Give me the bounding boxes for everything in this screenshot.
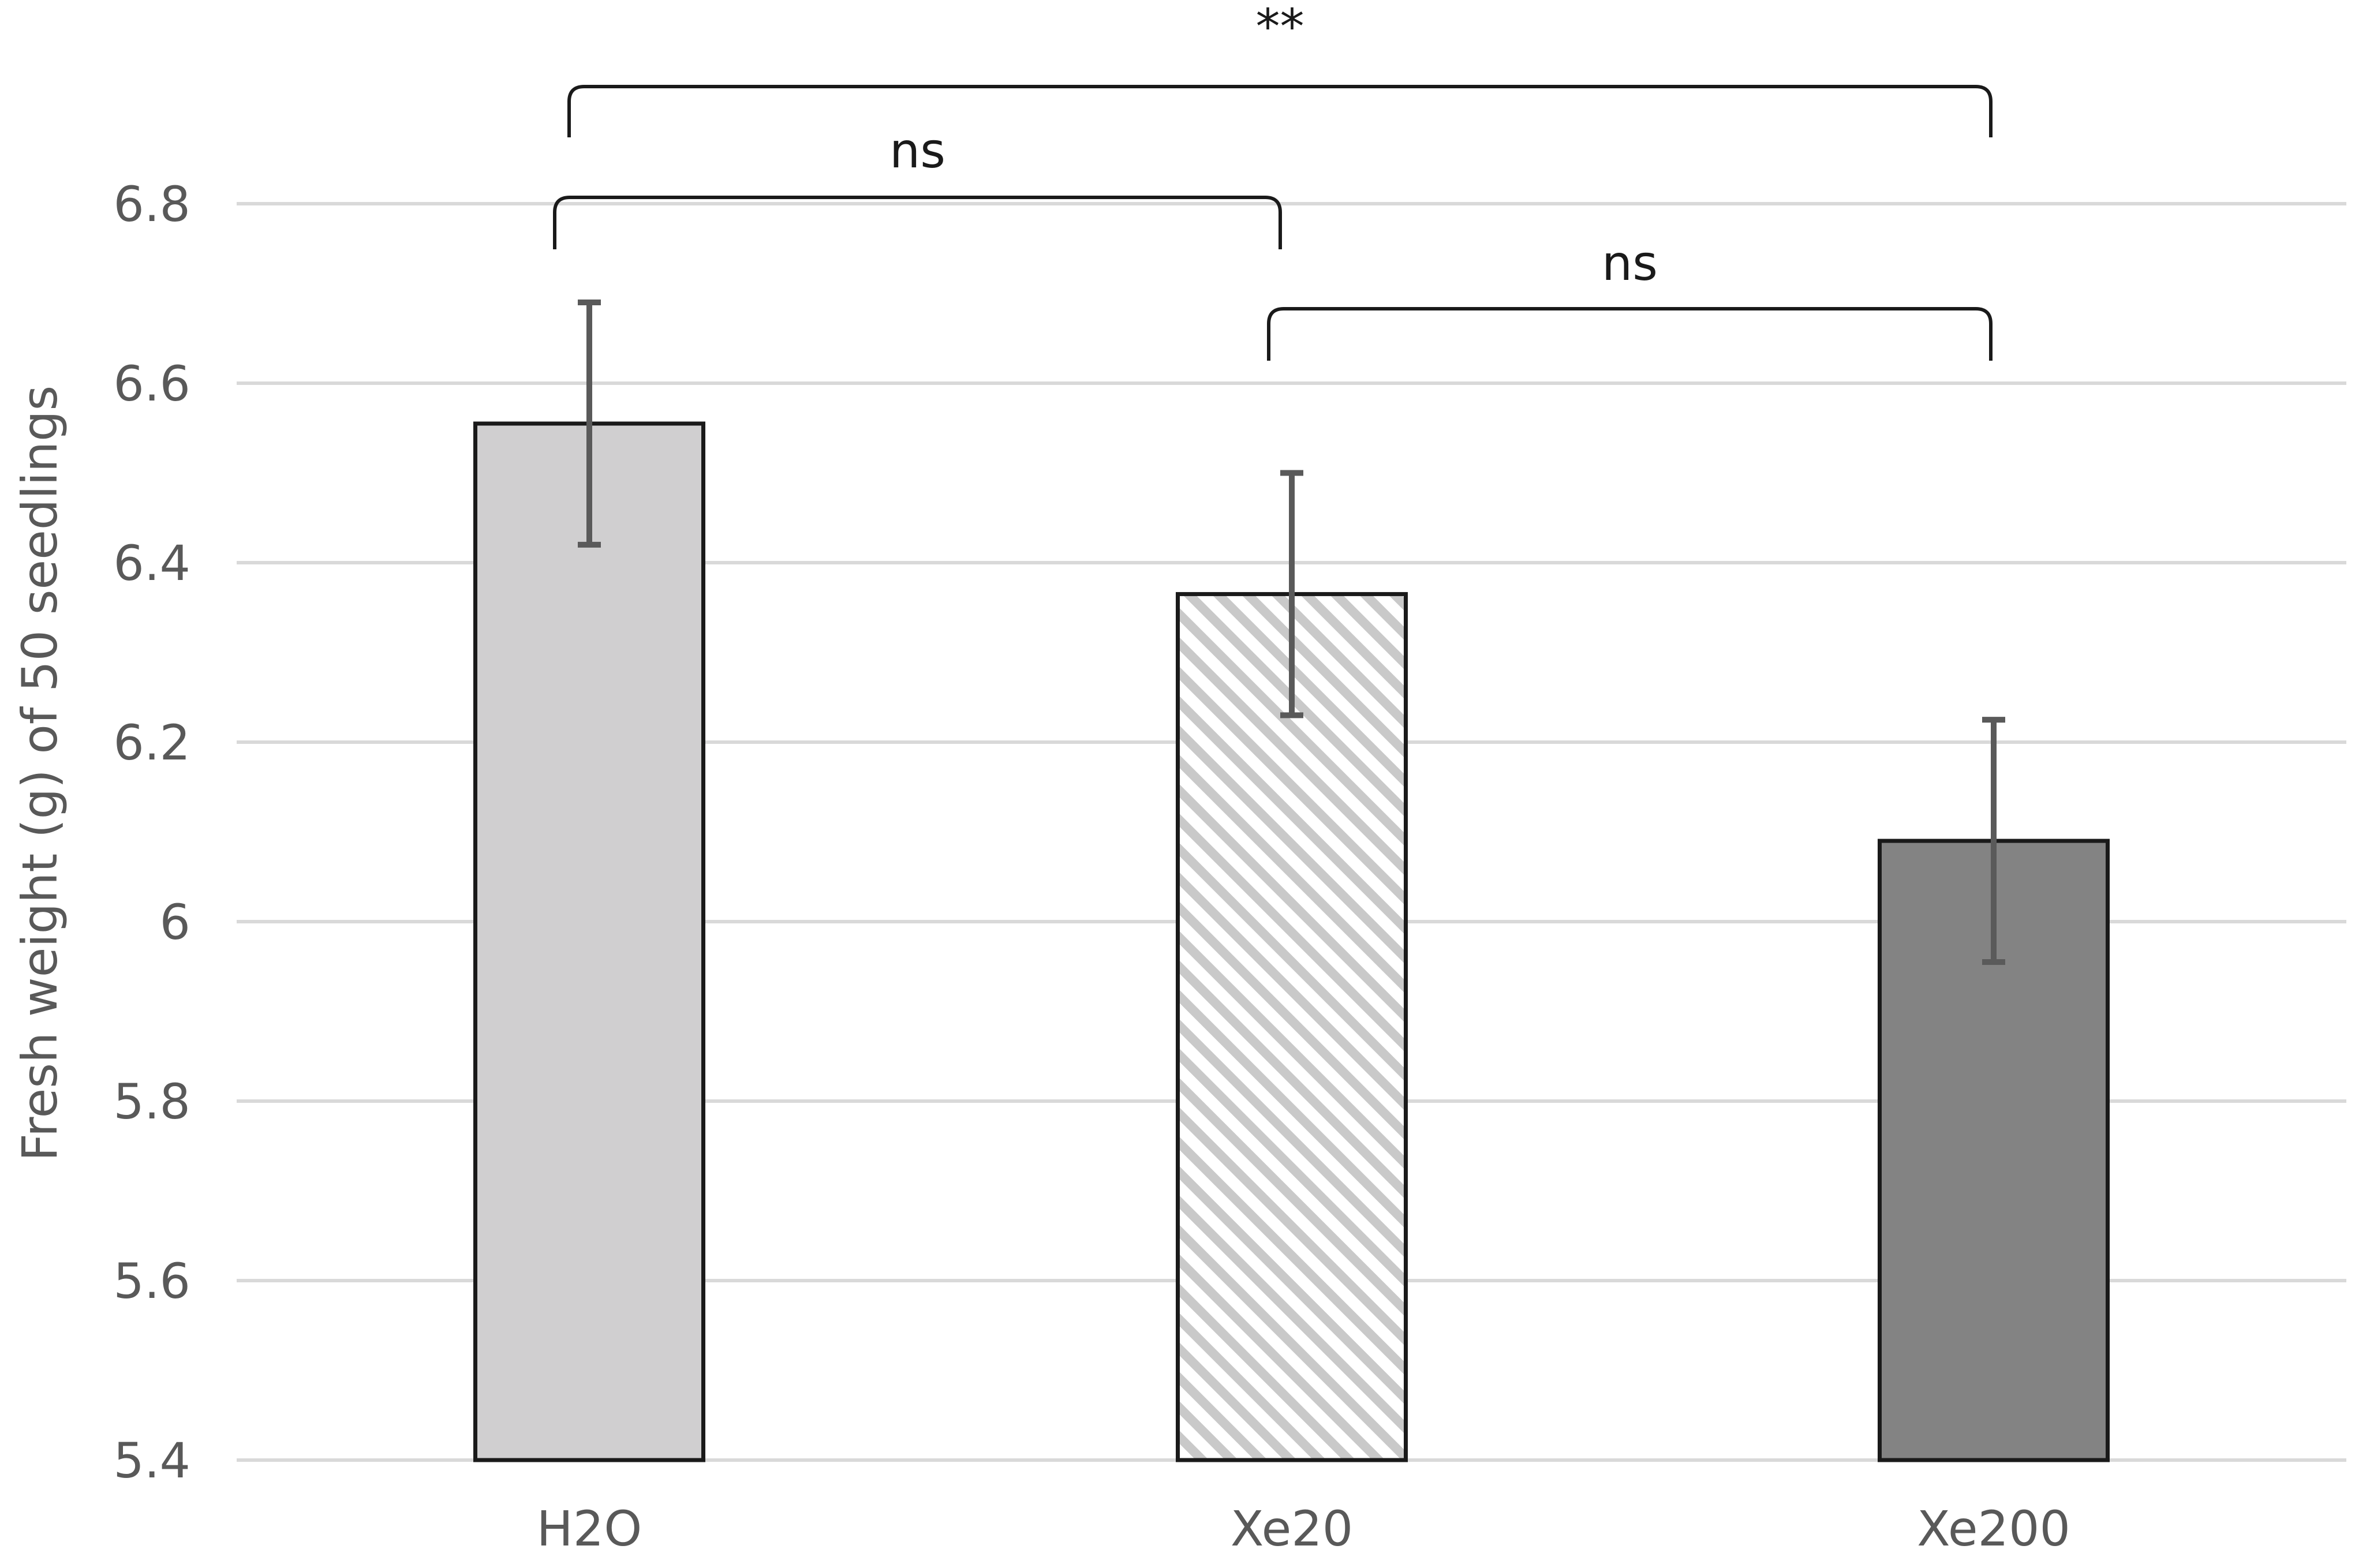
- significance-bracket: [553, 196, 1282, 249]
- significance-label: ns: [889, 122, 945, 179]
- x-tick-label: H2O: [537, 1500, 642, 1557]
- x-tick-label: Xe200: [1917, 1500, 2070, 1557]
- y-tick-label: 6.8: [113, 176, 190, 233]
- significance-label: ns: [1602, 235, 1658, 291]
- y-tick-label: 5.8: [113, 1073, 190, 1130]
- significance-label: **: [1256, 0, 1304, 55]
- significance-bracket: [1267, 307, 1993, 361]
- y-tick-label: 6: [160, 894, 190, 950]
- y-tick-label: 6.6: [113, 355, 190, 412]
- y-tick-label: 6.2: [113, 714, 190, 771]
- y-axis-tick-labels: 5.4 5.6 5.8 6 6.2 6.4 6.6 6.8: [113, 176, 190, 1489]
- error-bar: [578, 300, 601, 548]
- error-bar: [1982, 717, 2005, 965]
- x-axis-tick-labels: H2O Xe20 Xe200: [537, 1500, 2070, 1557]
- error-bar: [1280, 470, 1303, 718]
- bar-xe20: [1176, 592, 1408, 1462]
- error-bars: [578, 300, 2005, 965]
- y-tick-label: 5.4: [113, 1432, 190, 1489]
- y-tick-label: 6.4: [113, 535, 190, 592]
- x-tick-label: Xe20: [1231, 1500, 1353, 1557]
- bars: [473, 421, 2110, 1462]
- significance-brackets: ** ns ns: [553, 0, 1993, 361]
- y-axis-title: Fresh weight (g) of 50 seedlings: [12, 386, 68, 1161]
- bar-h2o: [473, 421, 705, 1462]
- y-tick-label: 5.6: [113, 1253, 190, 1309]
- significance-bracket: [567, 85, 1993, 137]
